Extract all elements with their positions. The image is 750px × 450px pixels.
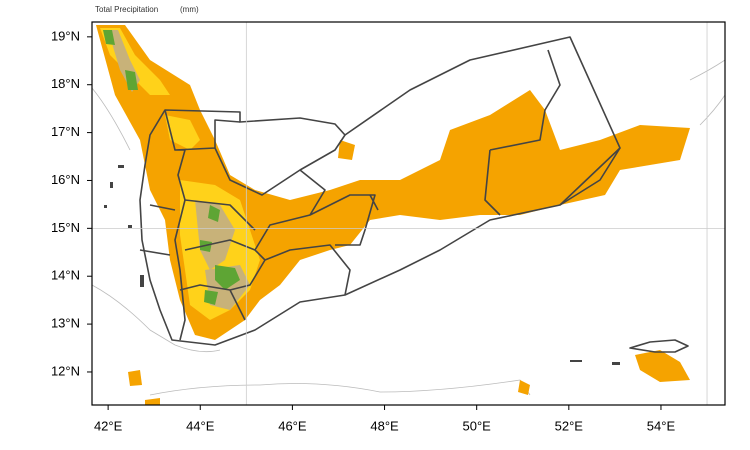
country-border (139, 36, 621, 346)
governorate-border (139, 49, 621, 341)
map-frame (91, 21, 726, 406)
x-tick-label: 44°E (186, 418, 215, 433)
y-tick-label: 19°N (51, 28, 80, 43)
islands (104, 165, 620, 365)
y-tick-label: 17°N (51, 124, 80, 139)
y-tick-label: 13°N (51, 316, 80, 331)
map-title: Total Precipitation (95, 5, 158, 14)
plot-area (91, 22, 726, 405)
coastline (91, 59, 726, 396)
map-units: (mm) (180, 5, 199, 14)
x-tick-label: 46°E (278, 418, 307, 433)
x-tick-label: 52°E (555, 418, 584, 433)
x-tick-label: 48°E (370, 418, 399, 433)
island-border (629, 339, 689, 353)
x-tick-label: 42°E (94, 418, 123, 433)
x-tick-label: 54°E (647, 418, 676, 433)
y-tick-label: 18°N (51, 76, 80, 91)
y-tick-label: 14°N (51, 268, 80, 283)
x-tick-label: 50°E (463, 418, 492, 433)
y-tick-label: 15°N (51, 220, 80, 235)
y-tick-label: 16°N (51, 172, 80, 187)
y-tick-label: 12°N (51, 363, 80, 378)
